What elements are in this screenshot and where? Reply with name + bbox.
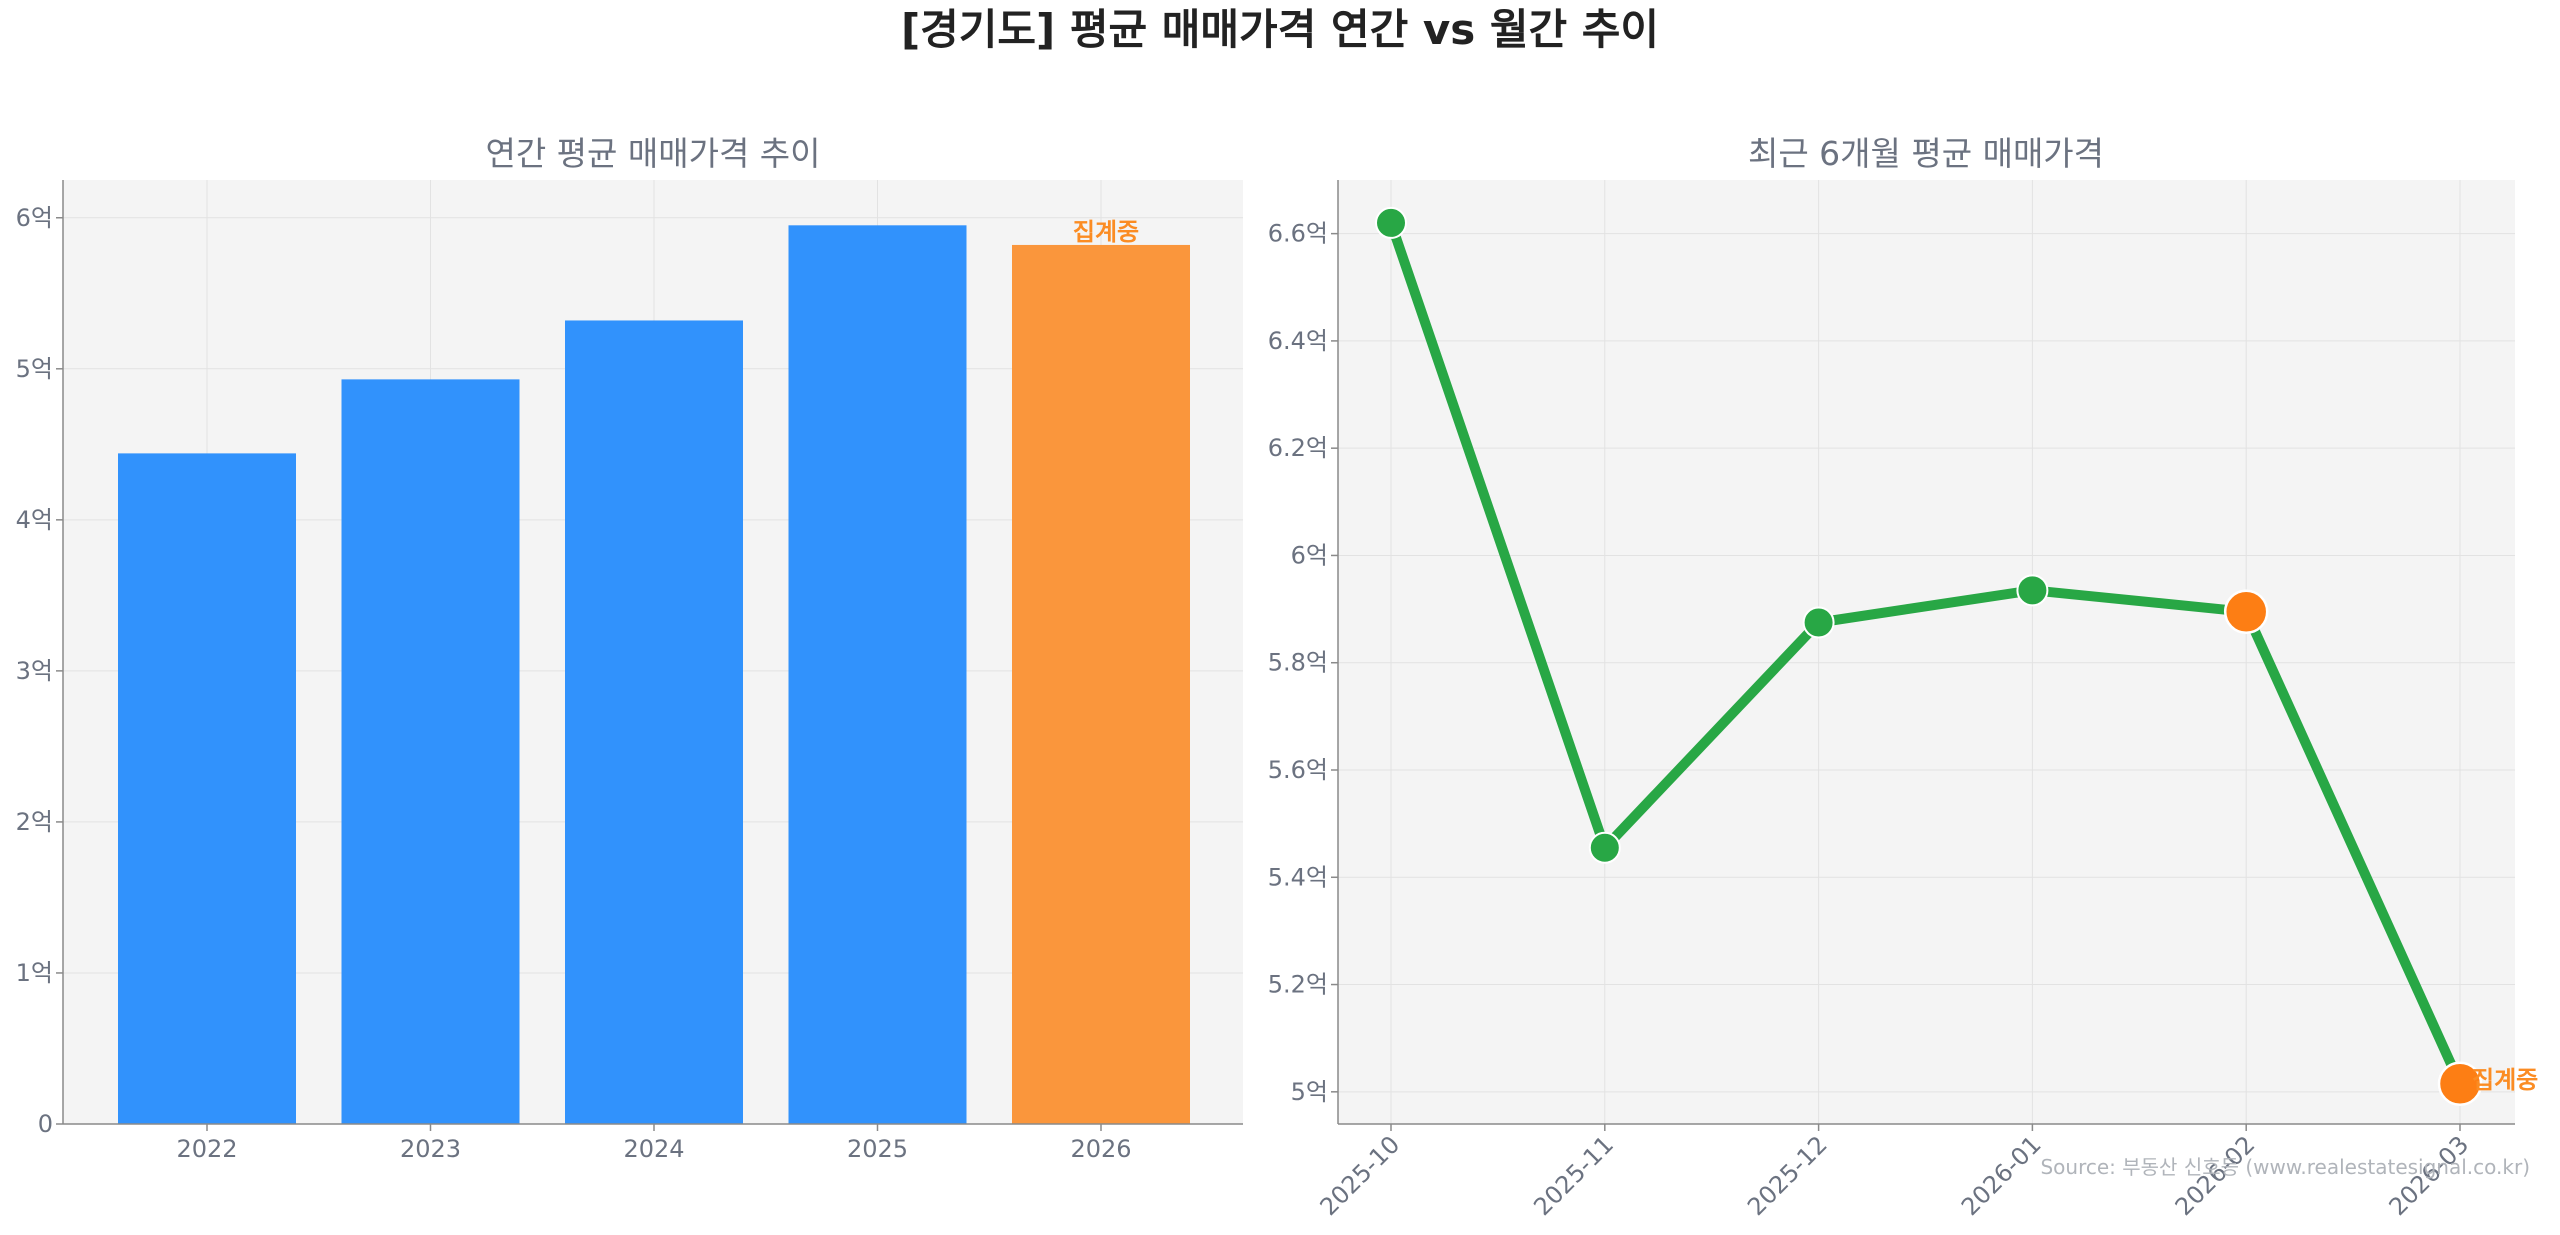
source-note: Source: 부동산 신호등 (www.realestatesignal.co… bbox=[2040, 1155, 2530, 1179]
monthly-line-chart: 최근 6개월 평균 매매가격 집계중 5억 5.2억 5.4억 5.6억 5.8억 6억 6.… bbox=[1268, 134, 2539, 1221]
bar-2026 bbox=[1012, 244, 1190, 1124]
in-progress-label: 집계중 bbox=[2472, 1066, 2538, 1094]
x-tick-label: 2023 bbox=[400, 1135, 461, 1163]
x-tick-label: 2025-10 bbox=[1315, 1130, 1406, 1221]
x-tick-label: 2025 bbox=[847, 1135, 908, 1163]
monthly-chart-title: 최근 6개월 평균 매매가격 bbox=[1748, 134, 2104, 173]
data-point-2026-01 bbox=[2016, 574, 2049, 607]
series-line bbox=[1386, 217, 2465, 1089]
y-tick-label: 3억 bbox=[16, 657, 53, 685]
y-tick-label: 5억 bbox=[16, 355, 53, 383]
annual-bar-chart: 연간 평균 매매가격 추이 집계중 0 1억 2억 3억 4억 5억 6억 2022 2023 20… bbox=[16, 134, 1243, 1163]
in-progress-label: 집계중 bbox=[1073, 218, 1139, 246]
figure-title: [경기도] 평균 매매가격 연간 vs 월간 추이 bbox=[901, 5, 1659, 54]
bar-2023 bbox=[341, 379, 520, 1124]
y-tick-label: 0 bbox=[38, 1110, 53, 1138]
x-tick-label: 2022 bbox=[176, 1135, 237, 1163]
y-tick-label: 6.2억 bbox=[1268, 434, 1328, 462]
y-tick-label: 5.4억 bbox=[1268, 863, 1328, 891]
x-tick-label: 2024 bbox=[623, 1135, 684, 1163]
y-tick-label: 5억 bbox=[1291, 1078, 1328, 1106]
x-tick-label: 2025-11 bbox=[1528, 1130, 1619, 1221]
bar-2024 bbox=[565, 320, 743, 1125]
data-point-2025-12 bbox=[1802, 606, 1835, 639]
y-tick-label: 5.2억 bbox=[1268, 971, 1328, 999]
plot-background bbox=[1338, 180, 2515, 1124]
data-point-2025-10 bbox=[1375, 206, 1407, 239]
y-tick-label: 6.4억 bbox=[1268, 327, 1328, 355]
y-tick-label: 4억 bbox=[16, 506, 53, 534]
y-tick-label: 5.6억 bbox=[1268, 756, 1328, 784]
annual-chart-title: 연간 평균 매매가격 추이 bbox=[485, 134, 820, 173]
data-point-2025-11 bbox=[1588, 831, 1621, 864]
x-tick-label: 2025-12 bbox=[1742, 1130, 1833, 1221]
x-tick-label: 2026 bbox=[1070, 1135, 1131, 1163]
bar-2022 bbox=[118, 453, 296, 1124]
y-tick-label: 1억 bbox=[16, 959, 53, 987]
y-tick-label: 6억 bbox=[1291, 541, 1328, 569]
y-tick-label: 2억 bbox=[16, 808, 53, 836]
highlight-point-2026-02 bbox=[2223, 589, 2269, 635]
x-tick-label: 2026-01 bbox=[1956, 1130, 2047, 1221]
highlight-point-2026-03 bbox=[2437, 1061, 2483, 1107]
y-tick-label: 6억 bbox=[16, 204, 53, 232]
bar-2025 bbox=[788, 225, 967, 1124]
y-tick-label: 6.6억 bbox=[1268, 220, 1328, 248]
y-tick-label: 5.8억 bbox=[1268, 649, 1328, 677]
